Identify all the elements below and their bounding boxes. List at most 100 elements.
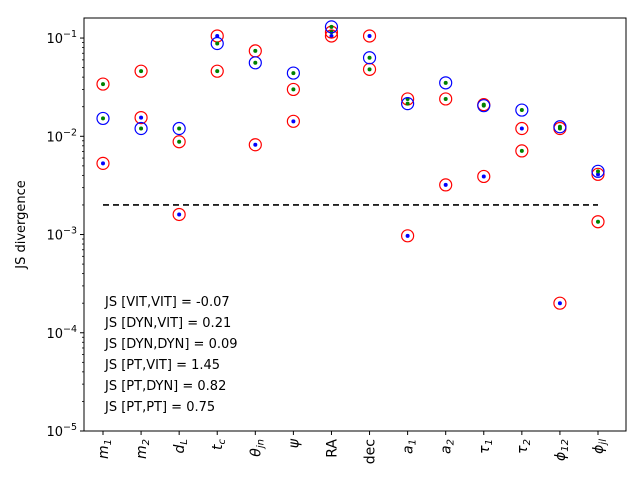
data-point-dot: [139, 69, 144, 74]
data-point-ring: [286, 114, 300, 128]
data-point-ring: [172, 135, 186, 149]
data-point-dot: [367, 55, 372, 60]
data-point-ring: [172, 121, 186, 136]
data-point-dot: [177, 212, 182, 217]
js-annotation: JS [DYN,VIT] = 0.21: [104, 316, 231, 331]
js-annotation: JS [PT,PT] = 0.75: [104, 400, 215, 415]
data-point-ring: [286, 82, 300, 97]
data-point-ring: [439, 92, 453, 106]
data-point-ring: [401, 229, 415, 243]
x-tick-label: m2: [134, 439, 152, 459]
data-point-ring: [134, 110, 148, 125]
x-tick-label: ψ: [286, 438, 302, 448]
data-point-ring: [362, 29, 377, 43]
data-point-ring: [324, 29, 339, 43]
js-annotation: JS [DYN,DYN] = 0.09: [104, 337, 238, 352]
data-point-ring: [324, 20, 339, 34]
data-point-dot: [443, 96, 448, 101]
data-point-dot: [481, 174, 486, 179]
data-point-ring: [439, 178, 453, 192]
data-point-dot: [101, 82, 105, 87]
data-point-dot: [481, 103, 486, 108]
data-point-ring: [515, 121, 529, 136]
data-point-dot: [443, 182, 448, 187]
x-tick-label: dL: [172, 439, 190, 453]
data-point-dot: [215, 69, 220, 74]
data-point-dot: [215, 33, 220, 38]
x-tick-label: θjn: [248, 439, 266, 457]
y-tick-label: 10−1: [46, 29, 77, 47]
data-point-ring: [591, 167, 605, 181]
data-point-ring: [401, 97, 415, 111]
plot-area: [84, 18, 626, 431]
data-point-dot: [139, 126, 144, 131]
data-point-dot: [596, 219, 600, 224]
js-annotation: JS [PT,VIT] = 1.45: [104, 358, 220, 373]
data-point-dot: [367, 33, 372, 38]
data-point-dot: [291, 71, 296, 76]
data-point-dot: [253, 60, 258, 65]
x-tick-label: tc: [210, 439, 228, 451]
data-point-dot: [253, 142, 258, 147]
data-point-dot: [291, 87, 296, 92]
data-point-ring: [286, 66, 300, 80]
data-point-dot: [557, 124, 562, 129]
data-point-dot: [139, 115, 144, 120]
data-point-dot: [596, 169, 600, 174]
data-point-ring: [515, 103, 529, 117]
data-point-dot: [405, 101, 410, 106]
plot-frame: [83, 17, 627, 432]
x-tick-label: a2: [439, 439, 457, 454]
y-tick-label: 10−2: [46, 127, 77, 145]
data-point-ring: [210, 36, 224, 51]
data-point-dot: [329, 24, 334, 29]
data-point-dot: [177, 139, 182, 144]
data-point-ring: [134, 64, 148, 78]
data-point-dot: [519, 126, 524, 131]
data-point-ring: [515, 144, 529, 158]
data-point-dot: [215, 41, 220, 46]
data-point-ring: [96, 77, 110, 91]
data-point-dot: [519, 148, 524, 153]
y-tick-label: 10−5: [46, 422, 77, 440]
data-point-ring: [477, 99, 491, 113]
x-tick-label: ϕ12: [553, 439, 571, 461]
data-point-dot: [101, 161, 105, 166]
x-tick-label: τ2: [515, 439, 533, 454]
js-annotation: JS [PT,DYN] = 0.82: [104, 379, 226, 394]
data-point-dot: [519, 108, 524, 113]
data-point-dot: [596, 172, 600, 177]
y-tick-label: 10−4: [46, 324, 77, 342]
data-point-ring: [362, 51, 377, 65]
y-axis-label: JS divergence: [14, 180, 29, 270]
data-point-dot: [101, 116, 105, 121]
data-point-ring: [248, 138, 262, 152]
data-point-ring: [553, 296, 567, 310]
data-point-ring: [591, 215, 605, 229]
x-tick-label: ϕjl: [591, 439, 609, 454]
data-point-ring: [591, 164, 605, 178]
x-tick-label: m1: [96, 439, 114, 459]
data-point-dot: [557, 301, 562, 306]
data-point-ring: [96, 111, 110, 126]
data-point-dot: [329, 33, 334, 38]
js-annotation: JS [VIT,VIT] = -0.07: [104, 295, 230, 310]
data-point-ring: [477, 169, 491, 184]
data-point-ring: [134, 121, 148, 136]
data-point-dot: [253, 48, 258, 53]
data-point-dot: [367, 67, 372, 72]
data-point-dot: [443, 80, 448, 85]
x-tick-label: τ1: [477, 439, 495, 454]
data-point-ring: [248, 56, 262, 70]
data-point-ring: [96, 156, 110, 170]
data-point-dot: [177, 126, 182, 131]
x-tick-label: RA: [324, 439, 340, 458]
x-tick-label: dec: [363, 439, 379, 464]
data-point-ring: [172, 207, 186, 222]
data-point-ring: [553, 120, 567, 134]
data-point-ring: [210, 64, 224, 78]
data-point-dot: [405, 233, 410, 238]
y-tick-label: 10−3: [46, 226, 77, 244]
x-tick-label: a1: [401, 439, 419, 454]
